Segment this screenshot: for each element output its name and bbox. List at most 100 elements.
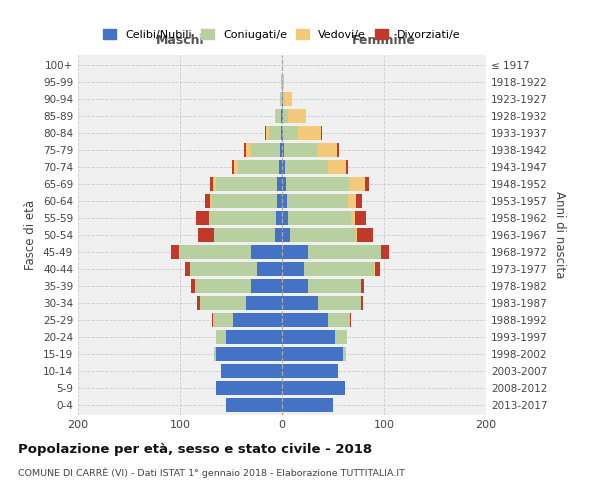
Bar: [282, 262, 304, 276]
Text: COMUNE DI CARRÈ (VI) - Dati ISTAT 1° gennaio 2018 - Elaborazione TUTTITALIA.IT: COMUNE DI CARRÈ (VI) - Dati ISTAT 1° gen…: [18, 468, 405, 478]
Bar: [191, 278, 196, 293]
Bar: [200, 296, 247, 310]
Bar: [308, 245, 381, 259]
Bar: [282, 143, 284, 158]
Bar: [221, 364, 282, 378]
Bar: [328, 312, 350, 327]
Bar: [358, 228, 373, 242]
Bar: [352, 211, 355, 225]
Bar: [317, 143, 337, 158]
Bar: [298, 126, 321, 140]
Bar: [375, 262, 380, 276]
Bar: [226, 330, 282, 344]
Bar: [284, 92, 292, 106]
Bar: [282, 380, 345, 395]
Bar: [285, 160, 328, 174]
Bar: [281, 75, 282, 90]
Bar: [212, 177, 216, 192]
Bar: [349, 177, 365, 192]
Bar: [277, 177, 282, 192]
Bar: [282, 312, 328, 327]
Bar: [216, 330, 226, 344]
Bar: [279, 160, 282, 174]
Bar: [209, 177, 212, 192]
Bar: [247, 143, 251, 158]
Bar: [199, 228, 214, 242]
Bar: [266, 126, 269, 140]
Bar: [206, 194, 209, 208]
Bar: [283, 126, 298, 140]
Bar: [321, 126, 322, 140]
Bar: [282, 194, 287, 208]
Bar: [356, 194, 362, 208]
Bar: [257, 262, 282, 276]
Bar: [282, 364, 338, 378]
Bar: [282, 160, 285, 174]
Bar: [361, 278, 364, 293]
Bar: [233, 312, 282, 327]
Bar: [318, 296, 361, 310]
Bar: [226, 398, 282, 412]
Bar: [216, 346, 282, 361]
Bar: [280, 143, 282, 158]
Bar: [211, 194, 277, 208]
Bar: [282, 92, 283, 106]
Bar: [346, 160, 349, 174]
Bar: [277, 194, 282, 208]
Bar: [356, 228, 358, 242]
Bar: [214, 228, 275, 242]
Bar: [282, 398, 333, 412]
Bar: [283, 109, 288, 124]
Bar: [337, 143, 339, 158]
Bar: [212, 312, 233, 327]
Bar: [280, 92, 282, 106]
Bar: [361, 296, 362, 310]
Bar: [251, 143, 280, 158]
Bar: [308, 278, 361, 293]
Bar: [282, 245, 308, 259]
Bar: [197, 296, 200, 310]
Bar: [171, 245, 179, 259]
Bar: [281, 126, 282, 140]
Bar: [288, 211, 352, 225]
Bar: [282, 330, 335, 344]
Bar: [216, 177, 277, 192]
Bar: [381, 245, 389, 259]
Bar: [275, 109, 276, 124]
Bar: [275, 228, 282, 242]
Bar: [234, 160, 238, 174]
Bar: [238, 160, 279, 174]
Bar: [282, 109, 283, 124]
Bar: [196, 211, 209, 225]
Bar: [350, 312, 352, 327]
Bar: [180, 245, 251, 259]
Bar: [335, 330, 347, 344]
Y-axis label: Fasce di età: Fasce di età: [25, 200, 37, 270]
Bar: [209, 211, 276, 225]
Bar: [365, 177, 369, 192]
Bar: [288, 109, 307, 124]
Y-axis label: Anni di nascita: Anni di nascita: [553, 192, 566, 278]
Bar: [349, 194, 356, 208]
Bar: [290, 228, 356, 242]
Bar: [265, 126, 266, 140]
Text: Popolazione per età, sesso e stato civile - 2018: Popolazione per età, sesso e stato civil…: [18, 442, 372, 456]
Bar: [282, 75, 284, 90]
Bar: [282, 228, 290, 242]
Bar: [269, 126, 281, 140]
Bar: [179, 245, 180, 259]
Bar: [251, 278, 282, 293]
Bar: [343, 346, 346, 361]
Bar: [284, 143, 317, 158]
Legend: Celibi/Nubili, Coniugati/e, Vedovi/e, Divorziati/e: Celibi/Nubili, Coniugati/e, Vedovi/e, Di…: [99, 24, 465, 44]
Bar: [283, 92, 284, 106]
Bar: [282, 177, 286, 192]
Bar: [214, 346, 216, 361]
Bar: [282, 278, 308, 293]
Bar: [276, 109, 281, 124]
Bar: [282, 346, 343, 361]
Bar: [304, 262, 374, 276]
Bar: [244, 143, 247, 158]
Text: Maschi: Maschi: [155, 34, 205, 46]
Bar: [355, 211, 365, 225]
